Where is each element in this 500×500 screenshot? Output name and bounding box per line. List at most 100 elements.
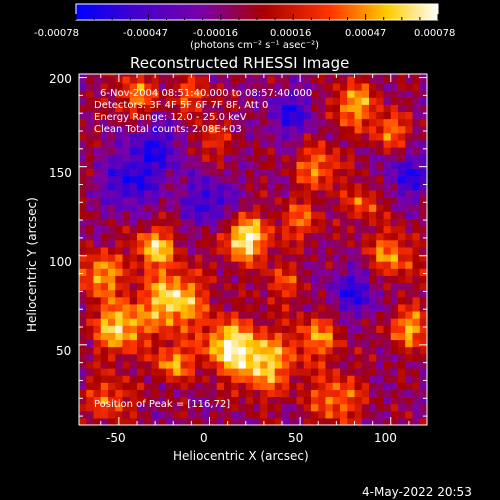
heatmap-cell (93, 389, 102, 398)
heatmap-cell (86, 325, 95, 333)
heatmap-cell (398, 253, 406, 262)
heatmap-cell (137, 268, 145, 276)
heatmap-cell (361, 353, 370, 362)
heatmap-cell (325, 360, 334, 369)
heatmap-cell (289, 111, 298, 120)
heatmap-cell (303, 339, 312, 348)
heatmap-cell (267, 410, 276, 419)
heatmap-cell (151, 325, 160, 333)
heatmap-cell (202, 182, 211, 191)
heatmap-cell (202, 225, 211, 234)
heatmap-cell (405, 232, 414, 241)
heatmap-cell (303, 111, 312, 120)
heatmap-cell (115, 268, 124, 276)
heatmap-cell (79, 204, 87, 212)
heatmap-cell (325, 204, 334, 212)
heatmap-cell (412, 296, 421, 305)
heatmap-cell (318, 147, 327, 155)
heatmap-cell (79, 261, 87, 269)
heatmap-cell (245, 168, 254, 177)
heatmap-cell (311, 161, 319, 170)
heatmap-cell (311, 282, 319, 291)
heatmap-cell (195, 296, 203, 305)
heatmap-cell (398, 296, 406, 305)
heatmap-cell (390, 90, 399, 98)
heatmap-cell (282, 74, 290, 77)
heatmap-cell (311, 360, 319, 369)
heatmap-cell (296, 382, 305, 390)
heatmap-cell (405, 360, 414, 369)
heatmap-cell (79, 346, 87, 355)
heatmap-cell (398, 74, 406, 77)
heatmap-cell (245, 282, 254, 291)
heatmap-cell (93, 303, 102, 312)
heatmap-cell (267, 353, 276, 362)
heatmap-cell (100, 275, 109, 284)
heatmap-cell (354, 82, 363, 91)
heatmap-cell (166, 196, 174, 205)
heatmap-cell (129, 353, 138, 362)
heatmap-cell (318, 182, 327, 191)
heatmap-cell (238, 125, 247, 134)
heatmap-cell (158, 125, 167, 134)
heatmap-cell (122, 196, 131, 205)
heatmap-cell (325, 303, 334, 312)
heatmap-cell (209, 168, 218, 177)
heatmap-cell (79, 125, 87, 134)
heatmap-cell (100, 289, 109, 298)
heatmap-cell (231, 261, 240, 269)
heatmap-cell (195, 147, 203, 155)
heatmap-cell (303, 403, 312, 412)
heatmap-cell (137, 74, 145, 77)
heatmap-cell (296, 375, 305, 383)
heatmap-cell (361, 275, 370, 284)
heatmap-cell (383, 339, 392, 348)
heatmap-cell (260, 360, 269, 369)
heatmap-cell (325, 132, 334, 141)
heatmap-cell (137, 75, 145, 84)
heatmap-cell (405, 196, 414, 205)
heatmap-cell (289, 189, 298, 198)
heatmap-cell (144, 175, 153, 184)
heatmap-cell (289, 318, 298, 326)
heatmap-cell (354, 268, 363, 276)
heatmap-cell (311, 253, 319, 262)
heatmap-cell (361, 289, 370, 298)
heatmap-cell (238, 182, 247, 191)
heatmap-cell (318, 232, 327, 241)
heatmap-cell (151, 189, 160, 198)
heatmap-cell (151, 360, 160, 369)
heatmap-cell (332, 410, 341, 419)
heatmap-cell (398, 353, 406, 362)
heatmap-cell (289, 104, 298, 113)
heatmap-cell (115, 396, 124, 405)
heatmap-cell (144, 303, 153, 312)
heatmap-cell (383, 318, 392, 326)
heatmap-cell (289, 261, 298, 269)
heatmap-cell (245, 132, 254, 141)
heatmap-cell (376, 296, 385, 305)
heatmap-cell (332, 90, 341, 98)
heatmap-cell (238, 246, 247, 255)
heatmap-cell (202, 268, 211, 276)
heatmap-cell (369, 353, 377, 362)
colorbar-tick-label: -0.00078 (34, 28, 79, 39)
heatmap-cell (332, 360, 341, 369)
heatmap-cell (412, 303, 421, 312)
heatmap-cell (390, 74, 399, 77)
heatmap-cell (390, 396, 399, 405)
heatmap-cell (151, 75, 160, 84)
heatmap-cell (129, 318, 138, 326)
heatmap-cell (108, 182, 116, 191)
heatmap-cell (390, 261, 399, 269)
heatmap-cell (332, 275, 341, 284)
heatmap-cell (238, 325, 247, 333)
heatmap-cell (108, 74, 116, 77)
heatmap-cell (311, 289, 319, 298)
heatmap-cell (376, 339, 385, 348)
heatmap-cell (303, 74, 312, 77)
heatmap-cell (325, 346, 334, 355)
heatmap-cell (289, 360, 298, 369)
heatmap-cell (238, 268, 247, 276)
heatmap-cell (318, 168, 327, 177)
